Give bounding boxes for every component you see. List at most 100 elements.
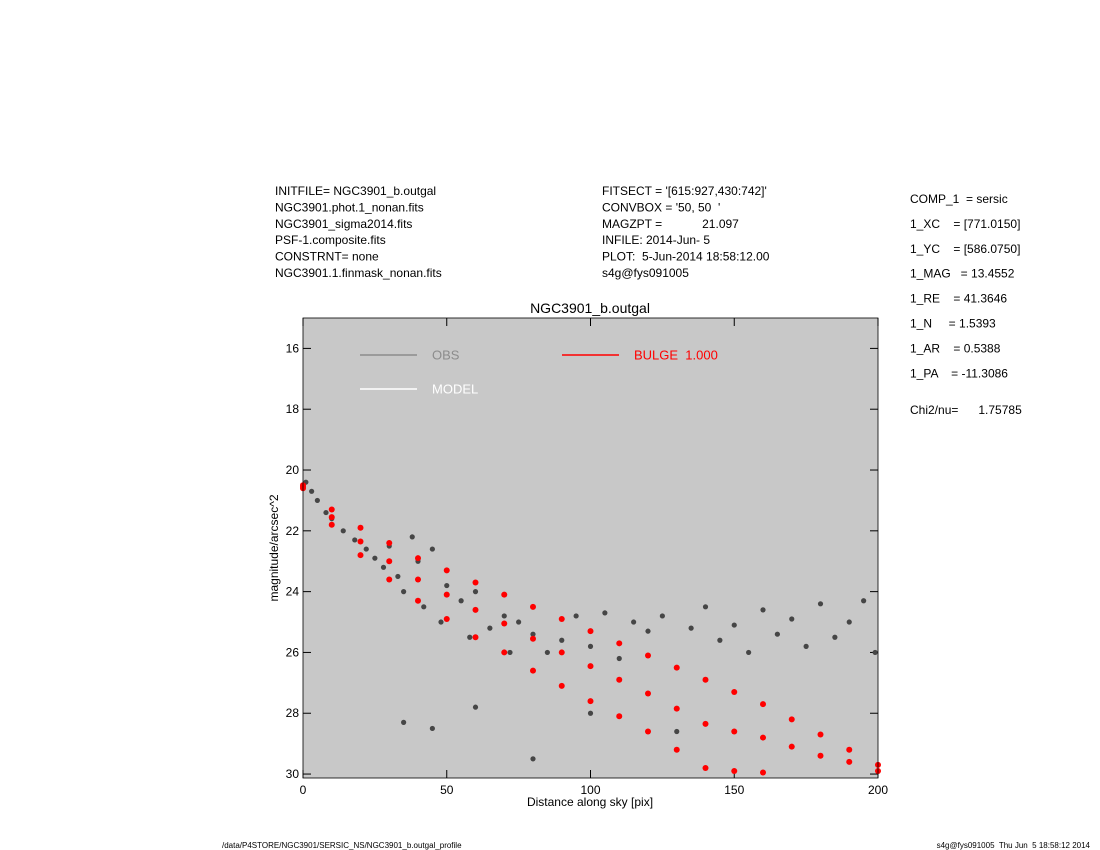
y-tick-label: 28 bbox=[286, 706, 300, 720]
data-point bbox=[760, 734, 766, 741]
y-tick-label: 24 bbox=[286, 585, 300, 599]
data-point bbox=[731, 728, 738, 735]
data-point bbox=[760, 769, 766, 776]
data-point bbox=[415, 597, 421, 604]
data-point bbox=[760, 607, 766, 613]
data-point bbox=[429, 546, 435, 552]
data-point bbox=[421, 604, 427, 610]
y-tick-label: 22 bbox=[286, 524, 300, 538]
data-point bbox=[357, 552, 364, 559]
data-point bbox=[731, 768, 738, 775]
data-point bbox=[587, 643, 594, 649]
data-point bbox=[352, 537, 358, 543]
x-tick-label: 50 bbox=[440, 783, 454, 797]
data-point bbox=[380, 564, 387, 570]
y-tick-label: 30 bbox=[286, 767, 300, 781]
legend-label: BULGE 1.000 bbox=[634, 347, 718, 362]
parameter-line: COMP_1 = sersic bbox=[910, 192, 1008, 206]
data-point bbox=[731, 688, 738, 695]
data-point bbox=[673, 664, 680, 671]
data-point bbox=[746, 649, 752, 656]
header-middle-line: INFILE: 2014-Jun- 5 bbox=[602, 233, 710, 247]
header-middle-line: s4g@fys091005 bbox=[602, 266, 689, 280]
header-middle-line: CONVBOX = '50, 50 ' bbox=[602, 200, 720, 214]
data-point bbox=[587, 628, 594, 635]
data-point bbox=[861, 598, 867, 604]
footer-stamp: s4g@fys091005 Thu Jun 5 18:58:12 2014 bbox=[937, 841, 1091, 850]
parameter-line: 1_N = 1.5393 bbox=[910, 317, 996, 331]
header-middle-line: MAGZPT = 21.097 bbox=[602, 217, 739, 231]
data-point bbox=[314, 497, 320, 504]
data-point bbox=[674, 728, 680, 735]
data-point bbox=[544, 649, 550, 656]
data-point bbox=[357, 538, 364, 545]
data-point bbox=[558, 649, 565, 656]
data-point bbox=[501, 620, 508, 627]
data-point bbox=[587, 698, 594, 705]
data-point bbox=[472, 704, 479, 710]
data-point bbox=[702, 720, 709, 727]
data-point bbox=[530, 603, 536, 610]
data-point bbox=[328, 506, 335, 513]
data-point bbox=[587, 663, 594, 670]
data-point bbox=[409, 534, 415, 540]
data-point bbox=[645, 652, 651, 659]
data-point bbox=[717, 637, 723, 643]
data-point bbox=[602, 610, 608, 616]
data-point bbox=[501, 649, 508, 656]
data-point bbox=[340, 528, 346, 534]
parameter-line: 1_MAG = 13.4552 bbox=[910, 267, 1015, 281]
legend-label: MODEL bbox=[432, 381, 478, 396]
data-point bbox=[401, 589, 407, 595]
data-point bbox=[788, 743, 795, 750]
data-point bbox=[472, 606, 479, 613]
data-point bbox=[587, 710, 594, 716]
x-axis-label: Distance along sky [pix] bbox=[527, 795, 653, 809]
data-point bbox=[832, 634, 838, 640]
header-left-line: CONSTRNT= none bbox=[275, 250, 379, 264]
x-tick-label: 200 bbox=[868, 783, 888, 797]
data-point bbox=[673, 705, 680, 712]
data-point bbox=[438, 619, 444, 625]
data-point bbox=[616, 713, 623, 720]
data-point bbox=[472, 634, 479, 641]
data-point bbox=[846, 619, 852, 625]
data-point bbox=[702, 764, 709, 771]
data-point bbox=[467, 634, 473, 640]
data-point bbox=[616, 655, 622, 662]
data-point bbox=[558, 682, 565, 689]
x-tick-label: 100 bbox=[580, 783, 600, 797]
legend-label: OBS bbox=[432, 347, 460, 362]
data-point bbox=[530, 631, 536, 637]
header-middle-line: FITSECT = '[615:927,430:742]' bbox=[602, 184, 767, 198]
y-tick-label: 26 bbox=[286, 645, 300, 659]
data-point bbox=[817, 752, 824, 759]
y-axis-label: magnitude/arcsec^2 bbox=[267, 494, 281, 601]
data-point bbox=[817, 601, 824, 607]
data-point bbox=[443, 567, 450, 574]
data-point bbox=[415, 576, 421, 583]
y-tick-label: 20 bbox=[286, 463, 300, 477]
header-left-line: PSF-1.composite.fits bbox=[275, 233, 386, 247]
data-point bbox=[788, 716, 795, 723]
y-tick-label: 18 bbox=[286, 402, 300, 416]
chart-title: NGC3901_b.outgal bbox=[530, 300, 650, 316]
parameter-line: 1_AR = 0.5388 bbox=[910, 341, 1001, 355]
data-point bbox=[789, 616, 795, 622]
data-point bbox=[443, 615, 450, 622]
parameter-line: 1_PA = -11.3086 bbox=[910, 366, 1008, 380]
data-point bbox=[429, 725, 435, 732]
data-point bbox=[616, 676, 623, 683]
data-point bbox=[645, 628, 651, 634]
data-point bbox=[530, 635, 536, 642]
parameter-line: 1_YC = [586.0750] bbox=[910, 242, 1020, 256]
data-point bbox=[530, 756, 536, 762]
header-left-line: NGC3901_sigma2014.fits bbox=[275, 217, 412, 231]
x-tick-label: 150 bbox=[724, 783, 744, 797]
data-point bbox=[415, 555, 421, 562]
data-point bbox=[309, 488, 315, 494]
data-point bbox=[487, 625, 493, 631]
data-point bbox=[803, 643, 809, 649]
data-point bbox=[659, 613, 665, 619]
